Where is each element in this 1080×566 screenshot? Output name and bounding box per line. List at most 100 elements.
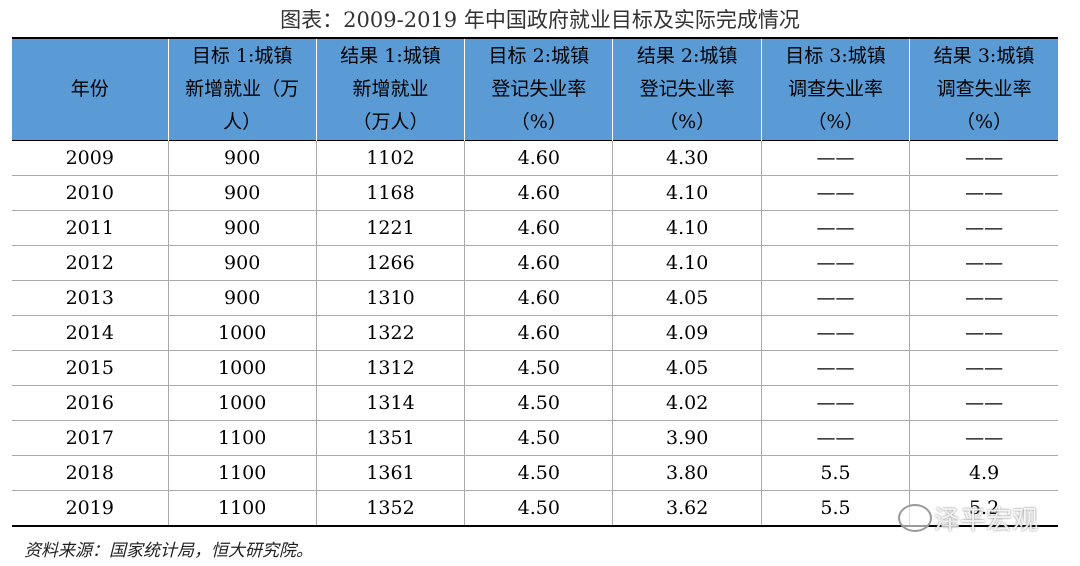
table-cell: 1361	[315, 455, 466, 491]
table-cell: 4.50	[464, 385, 614, 421]
header-line: 目标 1:城镇	[191, 45, 293, 67]
table-cell: ——	[760, 280, 911, 316]
table-cell: ——	[760, 420, 911, 456]
table-cell: 1310	[315, 280, 466, 316]
table-cell: 3.80	[612, 455, 762, 491]
table-cell: 4.60	[464, 315, 614, 351]
table-row: 2014 1000 1322 4.60 4.09 —— ——	[12, 315, 1058, 351]
header-cell: 年份	[12, 38, 169, 141]
header-line: 登记失业率	[639, 78, 735, 100]
table-cell: 4.60	[464, 245, 614, 281]
table-cell: 4.10	[612, 245, 762, 281]
table-cell: ——	[909, 420, 1058, 456]
table-cell: 900	[167, 210, 317, 246]
table-cell: 900	[167, 140, 317, 176]
table-cell: 2010	[12, 175, 169, 211]
table-cell: 4.30	[612, 140, 762, 176]
header-cell: 目标 3:城镇 调查失业率 （%）	[760, 38, 911, 141]
table-row: 2018 1100 1361 4.50 3.80 5.5 4.9	[12, 455, 1058, 491]
table-cell: 2014	[12, 315, 169, 351]
table-cell: 4.09	[612, 315, 762, 351]
table-cell: 2018	[12, 455, 169, 491]
header-line: 人）	[223, 111, 262, 133]
header-line: 结果 1:城镇	[340, 45, 441, 67]
table-row: 2016 1000 1314 4.50 4.02 —— ——	[12, 385, 1058, 421]
title: 图表：2009-2019 年中国政府就业目标及实际完成情况	[280, 8, 800, 32]
table-cell: 4.50	[464, 455, 614, 491]
watermark: 泽平宏观	[934, 506, 1039, 536]
header-line: 目标 2:城镇	[488, 45, 590, 67]
table-cell: ——	[909, 210, 1058, 246]
table-cell: ——	[909, 315, 1058, 351]
table-cell: 1100	[167, 490, 317, 527]
table-row: 2017 1100 1351 4.50 3.90 —— ——	[12, 420, 1058, 456]
table-row: 2011 900 1221 4.60 4.10 —— ——	[12, 210, 1058, 246]
table-cell: ——	[760, 210, 911, 246]
table-cell: 1322	[315, 315, 466, 351]
table-cell: 900	[167, 245, 317, 281]
header-line: 年份	[70, 78, 109, 100]
table-cell: ——	[760, 385, 911, 421]
table-cell: 900	[167, 175, 317, 211]
header-line: 新增就业（万	[185, 78, 300, 100]
table-cell: 5.2	[909, 490, 1058, 527]
table-cell: 2019	[12, 490, 169, 527]
table-row: 2012 900 1266 4.60 4.10 —— ——	[12, 245, 1058, 281]
table-cell: ——	[760, 350, 911, 386]
table-cell: 4.60	[464, 175, 614, 211]
table-cell: 4.60	[464, 280, 614, 316]
table-cell: 3.62	[612, 490, 762, 527]
header-line: （%）	[510, 111, 567, 133]
table-cell: 4.10	[612, 175, 762, 211]
table-cell: 2017	[12, 420, 169, 456]
table-cell: 1266	[315, 245, 466, 281]
table-cell: 4.05	[612, 350, 762, 386]
header-line: 调查失业率	[936, 78, 1032, 100]
header-line: 新增就业	[352, 78, 429, 100]
source-note: 资料来源：国家统计局，恒大研究院。	[24, 541, 313, 561]
table-cell: ——	[909, 140, 1058, 176]
table-row: 2015 1000 1312 4.50 4.05 —— ——	[12, 350, 1058, 386]
header-line: 登记失业率	[491, 78, 587, 100]
header-line: （万人）	[352, 111, 429, 133]
header-cell: 结果 2:城镇 登记失业率 （%）	[612, 38, 762, 141]
header-line: 结果 3:城镇	[933, 45, 1035, 67]
header-line: （%）	[659, 111, 716, 133]
table-cell: 1000	[167, 350, 317, 386]
table-cell: 900	[167, 280, 317, 316]
header-line: 结果 2:城镇	[636, 45, 738, 67]
table-cell: ——	[909, 175, 1058, 211]
table-row: 2019 1100 1352 4.50 3.62 5.5 5.2	[12, 490, 1058, 527]
table-row: 2013 900 1310 4.60 4.05 —— ——	[12, 280, 1058, 316]
table-cell: ——	[909, 280, 1058, 316]
table-cell: ——	[760, 140, 911, 176]
table-cell: 1221	[315, 210, 466, 246]
watermark-icon	[898, 504, 932, 532]
table-row: 2010 900 1168 4.60 4.10 —— ——	[12, 175, 1058, 211]
table-cell: 1100	[167, 420, 317, 456]
header-cell: 结果 1:城镇 新增就业 （万人）	[315, 38, 466, 141]
table-cell: 3.90	[612, 420, 762, 456]
table-cell: ——	[760, 245, 911, 281]
table-cell: 4.60	[464, 140, 614, 176]
table-cell: 4.50	[464, 350, 614, 386]
table-cell: ——	[909, 350, 1058, 386]
table-cell: 1000	[167, 385, 317, 421]
table-cell: ——	[909, 245, 1058, 281]
header-cell: 目标 1:城镇 新增就业（万 人）	[167, 38, 317, 141]
table-cell: 1102	[315, 140, 466, 176]
table-cell: 1351	[315, 420, 466, 456]
header-cell: 目标 2:城镇 登记失业率 （%）	[464, 38, 614, 141]
table-cell: 2013	[12, 280, 169, 316]
table-cell: 2011	[12, 210, 169, 246]
table-cell: 1100	[167, 455, 317, 491]
table-cell: 1312	[315, 350, 466, 386]
table-cell: 4.60	[464, 210, 614, 246]
table-cell: 5.5	[760, 490, 911, 527]
header-line: 目标 3:城镇	[785, 45, 886, 67]
table-cell: 4.50	[464, 490, 614, 527]
table-cell: 2015	[12, 350, 169, 386]
table-cell: 5.5	[760, 455, 911, 491]
header-row: 年份 目标 1:城镇 新增就业（万 人） 结果 1:城镇 新增就业 （万人） 目标 2:城镇登…	[12, 38, 1058, 141]
